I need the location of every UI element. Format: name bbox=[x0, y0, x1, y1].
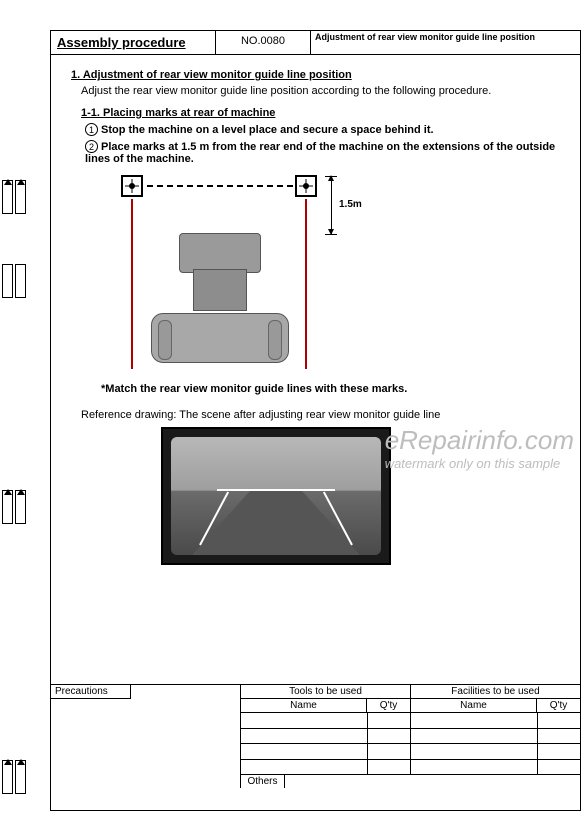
step-2: 2Place marks at 1.5 m from the rear end … bbox=[85, 140, 568, 165]
table-row bbox=[241, 760, 580, 776]
content-frame: Assembly procedure NO.0080 Adjustment of… bbox=[50, 30, 581, 811]
others-label: Others bbox=[241, 775, 285, 788]
step-1-number: 1 bbox=[85, 123, 98, 136]
section-intro: Adjust the rear view monitor guide line … bbox=[81, 85, 568, 97]
page: Assembly procedure NO.0080 Adjustment of… bbox=[0, 0, 587, 817]
dashed-line bbox=[147, 185, 293, 187]
watermark: eRepairinfo.com watermark only on this s… bbox=[385, 425, 574, 471]
subsection-heading: 1-1. Placing marks at rear of machine bbox=[81, 107, 568, 119]
body-area: 1. Adjustment of rear view monitor guide… bbox=[51, 55, 580, 684]
precautions-label: Precautions bbox=[51, 685, 131, 699]
extension-line-right bbox=[305, 199, 307, 369]
tools-qty-col: Q'ty bbox=[367, 699, 411, 713]
target-mark-right bbox=[295, 175, 317, 197]
others-row: Others bbox=[241, 775, 580, 788]
header-number: NO.0080 bbox=[216, 31, 311, 54]
step-2-number: 2 bbox=[85, 140, 98, 153]
table-row bbox=[241, 729, 580, 745]
precautions-box: Precautions bbox=[51, 685, 241, 788]
section-heading: 1. Adjustment of rear view monitor guide… bbox=[71, 69, 568, 81]
extension-line-left bbox=[131, 199, 133, 369]
header-title: Assembly procedure bbox=[57, 35, 186, 50]
table-row bbox=[241, 713, 580, 729]
tools-name-col: Name bbox=[241, 699, 367, 713]
dimension-label: 1.5m bbox=[339, 199, 362, 210]
left-margin-marks bbox=[0, 0, 48, 817]
guide-line-top bbox=[217, 489, 335, 491]
target-mark-left bbox=[121, 175, 143, 197]
watermark-line1: eRepairinfo.com bbox=[385, 425, 574, 456]
tools-header: Tools to be used bbox=[241, 685, 411, 699]
reference-drawing-label: Reference drawing: The scene after adjus… bbox=[81, 409, 568, 421]
facil-name-col: Name bbox=[411, 699, 537, 713]
step-2-text: Place marks at 1.5 m from the rear end o… bbox=[85, 141, 555, 165]
watermark-line2: watermark only on this sample bbox=[385, 456, 574, 471]
tools-facilities-table: Tools to be used Facilities to be used N… bbox=[241, 685, 580, 788]
marking-diagram: 1.5m bbox=[111, 175, 371, 375]
facilities-header: Facilities to be used bbox=[411, 685, 580, 699]
bottom-tables: Precautions Tools to be used Facilities … bbox=[51, 684, 580, 810]
monitor-screenshot bbox=[161, 427, 391, 565]
step-1: 1Stop the machine on a level place and s… bbox=[85, 123, 568, 136]
machine-illustration bbox=[151, 233, 289, 373]
facil-qty-col: Q'ty bbox=[537, 699, 580, 713]
table-row bbox=[241, 744, 580, 760]
match-caption: *Match the rear view monitor guide lines… bbox=[101, 383, 568, 395]
header-title-cell: Assembly procedure bbox=[51, 31, 216, 54]
header-description: Adjustment of rear view monitor guide li… bbox=[311, 31, 580, 54]
header-row: Assembly procedure NO.0080 Adjustment of… bbox=[51, 31, 580, 55]
step-1-text: Stop the machine on a level place and se… bbox=[101, 124, 434, 136]
dimension-1-5m: 1.5m bbox=[325, 175, 365, 235]
